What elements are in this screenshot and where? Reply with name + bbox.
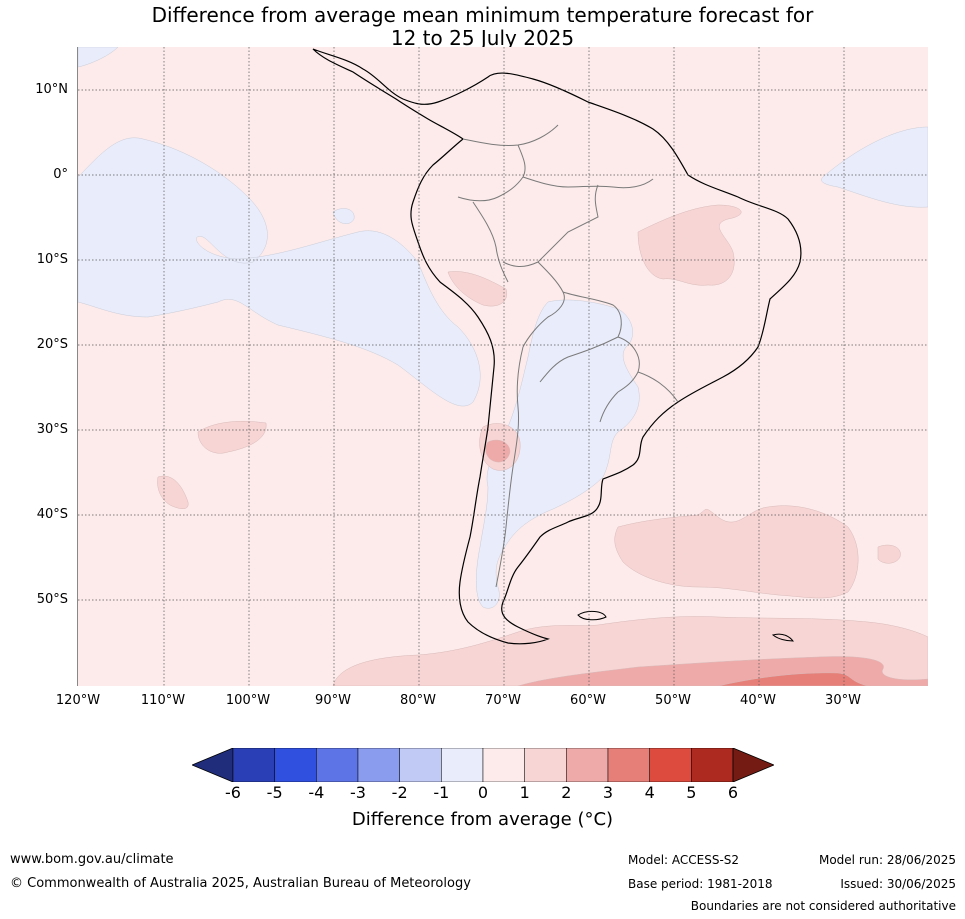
colorbar-tick-label: 0 — [477, 783, 489, 802]
anomaly-cool-small — [332, 208, 355, 224]
colorbar-extend-high — [732, 748, 774, 782]
south-america-coastline — [312, 48, 802, 645]
lat-label-10n: 10°N — [35, 82, 68, 97]
footer-issued: Issued: 30/06/2025 — [840, 877, 956, 891]
footer-model-run: Model run: 28/06/2025 — [818, 853, 956, 867]
lat-label-50s: 50°S — [36, 592, 68, 607]
colorbar-tick-label: 1 — [519, 783, 530, 802]
colorbar — [192, 748, 774, 782]
anomaly-cool-pacific-main — [78, 137, 481, 407]
map-canvas — [78, 47, 928, 686]
colorbar-tick-label: -1 — [433, 783, 450, 802]
colorbar-tick-label: 4 — [644, 783, 655, 802]
colorbar-tick-label: 2 — [561, 783, 572, 802]
colorbar-cell — [316, 748, 359, 782]
anomaly-warm-small-east — [877, 544, 901, 564]
colorbar-tick-label: -5 — [266, 783, 283, 802]
anomaly-cool-atlantic — [821, 126, 928, 208]
lon-label-60w: 60°W — [570, 693, 606, 708]
lon-label-120w: 120°W — [55, 693, 101, 708]
lon-label-40w: 40°W — [740, 693, 776, 708]
colorbar-cell — [566, 748, 609, 782]
colorbar-tick-label: -6 — [225, 783, 241, 802]
footer-model: Model: ACCESS-S2 — [628, 853, 740, 867]
colorbar-cell — [274, 748, 317, 782]
colorbar-cell — [441, 748, 484, 782]
colorbar-cell — [357, 748, 400, 782]
colorbar-label: Difference from average (°C) — [351, 809, 614, 830]
footer-disclaimer: Boundaries are not considered authoritat… — [690, 899, 956, 913]
forecast-map — [77, 47, 928, 686]
lon-label-90w: 90°W — [315, 693, 351, 708]
footer-copyright: © Commonwealth of Australia 2025, Austra… — [10, 876, 471, 891]
lon-label-100w: 100°W — [225, 693, 271, 708]
colorbar-tick-label: 5 — [686, 783, 697, 802]
footer-base-period: Base period: 1981-2018 — [628, 877, 773, 891]
title-line-1: Difference from average mean minimum tem… — [151, 3, 814, 27]
anomaly-warm-brazil — [637, 204, 742, 286]
colorbar-tick-label: -3 — [350, 783, 366, 802]
lat-label-20s: 20°S — [36, 337, 68, 352]
footer-website: www.bom.gov.au/climate — [10, 852, 174, 867]
colorbar-cell — [649, 748, 692, 782]
colorbar-cell — [399, 748, 442, 782]
colorbar-cell — [524, 748, 567, 782]
country-borders — [457, 124, 679, 588]
lon-label-70w: 70°W — [485, 693, 521, 708]
lat-label-30s: 30°S — [36, 422, 68, 437]
colorbar-cell — [691, 748, 734, 782]
anomaly-warm-south-atlantic — [614, 505, 859, 599]
map-title: Difference from average mean minimum tem… — [0, 4, 965, 50]
lat-label-40s: 40°S — [36, 507, 68, 522]
map-gridlines — [78, 47, 928, 686]
title-line-2: 12 to 25 July 2025 — [390, 26, 575, 50]
lat-label-0: 0° — [53, 167, 68, 182]
lon-label-80w: 80°W — [400, 693, 436, 708]
colorbar-tick-label: -4 — [308, 783, 325, 802]
colorbar-tick-label: 6 — [727, 783, 739, 802]
colorbar-extend-low — [192, 748, 234, 782]
anomaly-warm-pacific-patch-2 — [157, 475, 189, 509]
colorbar-cell — [232, 748, 275, 782]
colorbar-cell — [482, 748, 525, 782]
anomaly-warm-southern-ocean-3 — [717, 672, 869, 686]
lon-label-30w: 30°W — [825, 693, 861, 708]
anomaly-warm-andes-north — [447, 271, 508, 307]
south-georgia — [771, 633, 795, 642]
lon-label-110w: 110°W — [140, 693, 186, 708]
colorbar-cell — [607, 748, 650, 782]
lat-label-10s: 10°S — [36, 252, 68, 267]
colorbar-tick-label: 3 — [602, 783, 614, 802]
colorbar-tick-label: -2 — [391, 783, 408, 802]
falkland-islands — [577, 610, 607, 621]
anomaly-cool-pacific — [78, 47, 119, 68]
lon-label-50w: 50°W — [655, 693, 691, 708]
